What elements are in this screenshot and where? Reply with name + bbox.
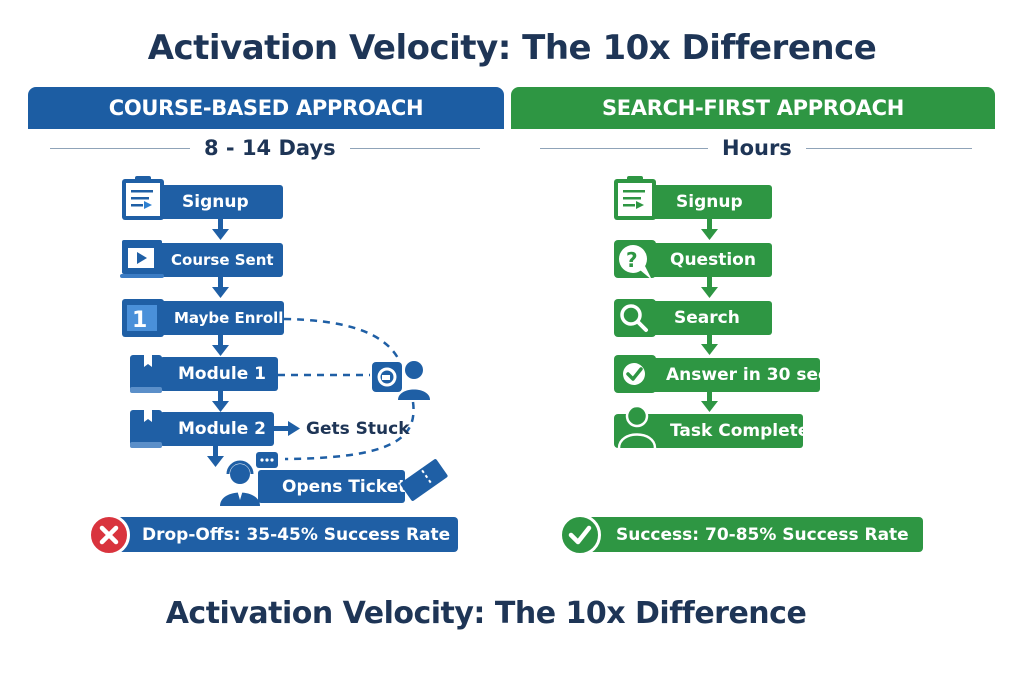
- clipboard-icon: [120, 174, 166, 222]
- ticket-icon: [398, 457, 450, 503]
- search-duration: Hours: [540, 136, 972, 160]
- user-icon: [612, 402, 662, 450]
- divider: [349, 147, 480, 149]
- search-step-task-complete: Task Complete: [650, 414, 809, 448]
- step-label: Signup: [182, 192, 249, 212]
- svg-text:?: ?: [626, 248, 638, 272]
- divider: [540, 147, 708, 149]
- search-step-signup: Signup: [650, 185, 772, 219]
- check-circle-icon: [612, 353, 658, 395]
- course-step-opens-ticket: Opens Ticket: [258, 470, 407, 503]
- search-step-question: Question: [650, 243, 772, 277]
- step-label: Maybe Enroll: [174, 309, 284, 327]
- step-label: Answer in 30 sec: [666, 365, 829, 385]
- course-step-signup: Signup: [160, 185, 283, 219]
- gets-stuck-label: Gets Stuck: [306, 419, 410, 439]
- support-agent-icon: [218, 450, 280, 506]
- book-icon: [128, 353, 164, 395]
- search-first-header: SEARCH-FIRST APPROACH: [511, 87, 995, 129]
- step-label: Opens Ticket: [282, 476, 407, 497]
- video-play-icon: [120, 238, 164, 280]
- svg-text:1: 1: [132, 308, 147, 333]
- course-duration: 8 - 14 Days: [50, 136, 480, 160]
- search-result-text: Success: 70-85% Success Rate: [616, 524, 909, 545]
- step-label: Search: [674, 308, 740, 328]
- magnifier-icon: [612, 297, 658, 339]
- x-circle-icon: [88, 514, 130, 556]
- step-label: Module 2: [178, 419, 266, 439]
- question-bubble-icon: ?: [612, 238, 658, 284]
- step-label: Module 1: [178, 364, 266, 384]
- check-circle-icon: [559, 514, 601, 556]
- course-based-header: COURSE-BASED APPROACH: [28, 87, 504, 129]
- support-chat-user-icon: [370, 356, 434, 402]
- course-step-course-sent: Course Sent: [158, 243, 283, 277]
- book-icon: [128, 408, 164, 450]
- search-step-search: Search: [650, 301, 772, 335]
- footer-title: Activation Velocity: The 10x Difference: [165, 596, 807, 631]
- course-step-maybe-enroll: Maybe Enroll: [160, 301, 284, 335]
- course-step-module-1: Module 1: [160, 357, 278, 391]
- step-label: Question: [670, 250, 756, 270]
- course-result-banner: Drop-Offs: 35-45% Success Rate: [108, 517, 458, 552]
- course-result-text: Drop-Offs: 35-45% Success Rate: [142, 524, 451, 545]
- lesson-number-icon: 1: [120, 297, 166, 339]
- course-duration-label: 8 - 14 Days: [204, 136, 336, 160]
- search-step-answer: Answer in 30 sec: [650, 358, 828, 392]
- page-title: Activation Velocity: The 10x Difference: [147, 28, 877, 68]
- divider: [805, 147, 972, 149]
- step-label: Signup: [676, 192, 743, 212]
- divider: [50, 147, 190, 149]
- search-duration-label: Hours: [722, 136, 792, 160]
- clipboard-icon: [612, 174, 658, 222]
- course-step-module-2: Module 2: [160, 412, 274, 446]
- search-result-banner: Success: 70-85% Success Rate: [578, 517, 923, 552]
- step-label: Task Complete: [670, 421, 810, 441]
- step-label: Course Sent: [171, 251, 274, 269]
